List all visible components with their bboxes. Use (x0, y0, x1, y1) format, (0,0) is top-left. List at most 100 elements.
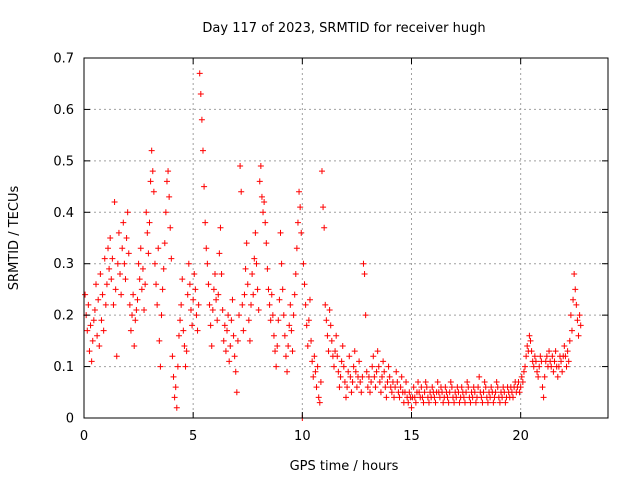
data-point (388, 389, 395, 396)
data-point (385, 363, 392, 370)
data-point (206, 301, 213, 308)
data-point (346, 353, 353, 360)
data-point (201, 183, 208, 190)
data-point (222, 348, 229, 355)
data-point (229, 296, 236, 303)
data-point (266, 301, 273, 308)
data-point (286, 322, 293, 329)
data-point (101, 255, 108, 262)
data-point (167, 224, 174, 231)
data-point (239, 301, 246, 308)
data-point (561, 343, 568, 349)
data-point (570, 296, 577, 303)
data-point (563, 363, 570, 370)
data-point (212, 271, 218, 277)
data-point (132, 317, 139, 324)
data-point (159, 286, 166, 293)
data-point (562, 353, 569, 360)
data-point (356, 358, 363, 365)
data-point (391, 394, 398, 401)
data-point (445, 399, 452, 406)
data-point (317, 379, 324, 385)
data-point (138, 286, 145, 293)
data-point (244, 281, 251, 288)
data-point (496, 399, 503, 406)
data-point (481, 379, 488, 385)
data-point (88, 358, 95, 365)
data-point (551, 358, 558, 365)
data-point (205, 281, 212, 288)
data-point (210, 286, 217, 293)
data-point (321, 224, 328, 231)
data-point (112, 286, 119, 293)
data-point (305, 317, 312, 324)
y-tick-label: 0.3 (53, 257, 74, 272)
data-point (376, 379, 383, 385)
data-point (332, 348, 339, 355)
data-point (464, 379, 471, 385)
data-point (340, 363, 347, 370)
data-point (543, 353, 550, 360)
data-point (98, 317, 105, 324)
data-point (275, 317, 282, 324)
data-point (361, 271, 368, 277)
y-tick-label: 0.7 (53, 52, 74, 67)
data-point (178, 301, 185, 308)
data-point (91, 307, 98, 313)
data-point (363, 368, 370, 375)
data-point (137, 245, 144, 252)
data-point (420, 399, 427, 406)
data-point (170, 373, 177, 380)
data-point (124, 209, 131, 216)
data-point (228, 317, 235, 324)
data-point (347, 373, 354, 380)
data-point (151, 260, 158, 267)
x-tick-label: 5 (189, 429, 197, 444)
data-point (522, 363, 529, 370)
data-point (322, 301, 329, 308)
data-point (403, 379, 410, 385)
data-point (238, 188, 245, 195)
data-point (369, 363, 376, 370)
data-point (516, 389, 523, 396)
data-point (467, 399, 474, 406)
data-point (147, 178, 154, 185)
data-point (119, 245, 126, 252)
data-point (95, 296, 102, 303)
data-point (341, 379, 348, 385)
data-point (89, 337, 96, 344)
data-point (180, 327, 187, 334)
data-point (130, 291, 137, 298)
data-point (154, 301, 161, 308)
data-point (215, 291, 222, 298)
data-point (293, 245, 300, 252)
data-point (108, 276, 115, 283)
x-tick-label: 10 (294, 429, 311, 444)
data-point (318, 168, 325, 175)
axis-ticks (83, 57, 608, 419)
data-point (523, 353, 530, 360)
grid-lines (84, 58, 608, 418)
data-point (243, 240, 250, 247)
data-point (279, 286, 286, 293)
data-point (105, 245, 112, 252)
data-point (208, 343, 215, 349)
data-point (550, 368, 557, 375)
data-point (217, 224, 224, 231)
data-point (393, 368, 400, 375)
data-point (380, 358, 387, 365)
data-point (122, 276, 129, 283)
data-point (446, 389, 453, 396)
data-point (492, 389, 499, 396)
data-point (248, 301, 255, 308)
data-point (246, 337, 253, 344)
data-point (337, 373, 344, 380)
data-point (202, 219, 209, 226)
data-point (379, 373, 386, 380)
data-point (82, 291, 89, 298)
data-point (196, 70, 203, 77)
data-point (143, 209, 150, 216)
data-point (377, 389, 384, 396)
data-point (360, 260, 367, 267)
data-point (480, 389, 487, 396)
